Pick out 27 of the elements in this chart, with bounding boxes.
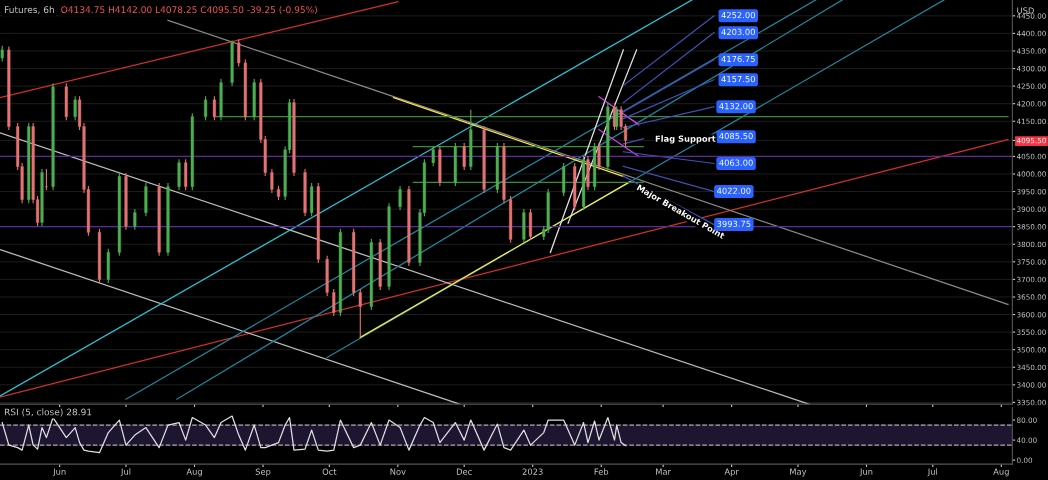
x-tick-label: Apr	[724, 468, 739, 477]
x-tick-label: Feb	[594, 468, 609, 475]
chart-title: RSI (5, close) 28.91	[4, 408, 92, 417]
x-tick-label: Dec	[456, 468, 472, 475]
annotation: 4157.50	[721, 75, 755, 83]
text: Futures, 6h	[4, 6, 54, 14]
annotation: 4176.75	[721, 55, 755, 63]
x-tick-label: Jul	[120, 468, 131, 477]
x-tick-label: 2023	[522, 468, 543, 475]
x-tick-label: Oct	[322, 468, 337, 475]
x-tick-label: Mar	[656, 468, 671, 475]
x-tick-label: Jun	[859, 468, 873, 477]
annotation: 4132.00	[719, 102, 753, 110]
x-tick-label: May	[790, 468, 807, 477]
x-tick-label: Jul	[927, 468, 938, 477]
x-tick-label: Sep	[255, 468, 271, 477]
annotation: 4063.00	[719, 159, 753, 166]
annotation: 4203.00	[721, 28, 755, 36]
x-tick-label: Nov	[390, 468, 406, 475]
annotation: 4252.00	[721, 11, 755, 19]
annotation: 4085.50	[719, 132, 753, 140]
x-tick-label: Jun	[52, 468, 66, 477]
x-tick-label: Aug	[993, 468, 1009, 477]
text: O4134.75 H4142.00 L4078.25 C4095.50 -39.25 (-0.95%)	[61, 6, 317, 15]
x-tick-label: Aug	[186, 468, 202, 477]
y-axis-title: USD	[1017, 7, 1034, 14]
annotation: Flag Support	[655, 135, 716, 144]
